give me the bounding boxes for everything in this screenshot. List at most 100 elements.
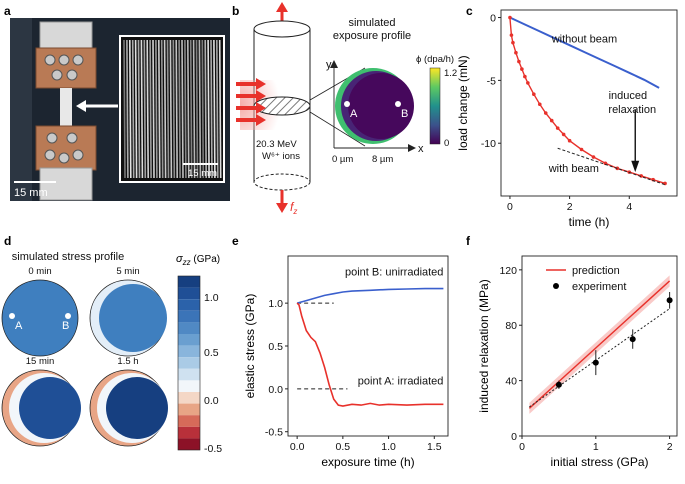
with-beam-point [543, 111, 548, 115]
main-scale-label: 15 mm [14, 187, 48, 199]
sem-fiber [143, 39, 147, 179]
sem-fiber [131, 39, 135, 179]
sem-fiber [158, 39, 161, 179]
stress-cbar-step [178, 334, 200, 346]
cbar-tick-m0p5: -0.5 [204, 443, 222, 455]
stress-cbar-step [178, 415, 200, 427]
legend-experiment-swatch [553, 283, 559, 289]
sem-fiber [198, 39, 202, 179]
cbar-max: 1.2 [444, 68, 457, 79]
cbar-tick-1p0: 1.0 [204, 292, 219, 304]
plot-frame [500, 9, 678, 197]
experiment-point [666, 297, 673, 304]
chart-e: 0.0 0.5 1.0 1.5 1.0 0.5 0.0 -0.5 exposure time (… [243, 255, 449, 469]
sem-fiber [137, 39, 141, 179]
y-tick-label: -0.5 [265, 427, 283, 439]
axis-y: y [326, 59, 332, 71]
upper-copper-clamp [35, 47, 97, 89]
sem-fiber [155, 39, 158, 179]
experiment-fit [529, 308, 670, 408]
exposure-title-1: simulated [348, 17, 395, 29]
chart-c: 0 2 4 0 -5 -10 time (h) load change (mN) without… [456, 9, 678, 229]
stress-cbar-step [178, 368, 200, 381]
annotation-relaxation: relaxation [608, 104, 656, 116]
with-beam-point [555, 126, 560, 130]
stress-disk-0min [1, 279, 79, 357]
panel-e: e 0.0 0.5 1.0 1.5 1.0 0.5 0.0 -0.5 exposure time… [232, 234, 449, 469]
stress-cbar-step [178, 345, 200, 358]
x-tick-label: 2 [567, 201, 573, 213]
y-axis-label: elastic stress (GPa) [243, 294, 257, 399]
phi-label: ϕ (dpa/h) [416, 54, 454, 65]
sem-fiber [126, 39, 129, 179]
x-tick-label: 2 [667, 441, 673, 453]
stress-disk-5min [89, 279, 167, 357]
x-tick-label: 0 [507, 201, 513, 213]
stress-cbar-step [178, 276, 200, 288]
panel-e-label: e [232, 234, 239, 248]
series-point-a [296, 302, 444, 407]
sem-fiber [189, 39, 193, 179]
annotation-with-beam: with beam [548, 163, 599, 175]
stress-title: simulated stress profile [12, 251, 125, 263]
stress-cbar-step [178, 287, 200, 300]
with-beam-point [523, 74, 527, 79]
panel-d-label: d [4, 234, 11, 248]
exposure-title-2: exposure profile [333, 30, 411, 42]
y-axis-label: load change (mN) [456, 55, 470, 150]
cbar-tick-0p5: 0.5 [204, 347, 219, 359]
x-tick-label: 0 [519, 441, 525, 453]
sem-fiber [192, 39, 196, 179]
annotation-induced: induced [609, 90, 648, 102]
with-beam-point [537, 102, 542, 107]
x-tick-label: 1.0 [381, 441, 396, 453]
experiment-point [629, 336, 636, 343]
sem-fibers [123, 39, 222, 179]
y-tick-label: 0 [490, 13, 496, 25]
plot-frame [287, 255, 449, 437]
panel-f-label: f [466, 234, 471, 248]
sem-fiber [216, 39, 219, 179]
with-beam-point [549, 118, 554, 123]
legend-prediction-label: prediction [572, 265, 620, 277]
y-tick-label: 0.0 [268, 384, 283, 396]
with-beam-point [591, 155, 596, 159]
with-beam-point [514, 50, 518, 55]
stress-cbar-step [178, 438, 200, 450]
inset-scale-label: 15 mm [188, 168, 217, 179]
stress-colorbar [177, 275, 201, 451]
y-tick-label: 80 [505, 320, 517, 332]
sem-fiber [149, 39, 152, 179]
time-5: 5 min [116, 266, 139, 277]
with-beam-point [520, 67, 524, 71]
stress-point-a: A [15, 320, 23, 332]
series-without-beam [509, 16, 660, 89]
stress-cbar-frame [177, 275, 201, 451]
sem-fiber [204, 39, 207, 179]
time-1p5h: 1.5 h [117, 356, 138, 367]
phi-colorbar [429, 67, 441, 145]
sem-fiber [201, 39, 205, 179]
stress-disk-1p5h [89, 369, 168, 447]
prediction-line [528, 280, 671, 409]
sem-fiber [175, 39, 178, 179]
axis-x: x [418, 143, 424, 155]
y-tick-label: 40 [505, 376, 517, 388]
y-tick-label: -10 [481, 138, 496, 150]
lower-copper-clamp [35, 125, 97, 171]
y-tick-label: 120 [499, 265, 517, 277]
label-point-b: point B: unirradiated [345, 267, 443, 279]
sem-fiber [152, 39, 155, 179]
sem-fiber [129, 39, 132, 179]
stress-cbar-step [178, 299, 200, 311]
label-point-a: point A: irradiated [358, 376, 444, 388]
sem-fiber [210, 39, 213, 179]
sem-fiber [184, 39, 187, 179]
sem-fiber [163, 39, 167, 179]
y-tick-label: 0 [511, 431, 517, 443]
y-tick-label: 1.0 [268, 298, 283, 310]
point-a: A [350, 108, 358, 120]
tick-0um: 0 µm [332, 154, 353, 165]
ion-species: W⁶⁺ ions [262, 151, 300, 162]
